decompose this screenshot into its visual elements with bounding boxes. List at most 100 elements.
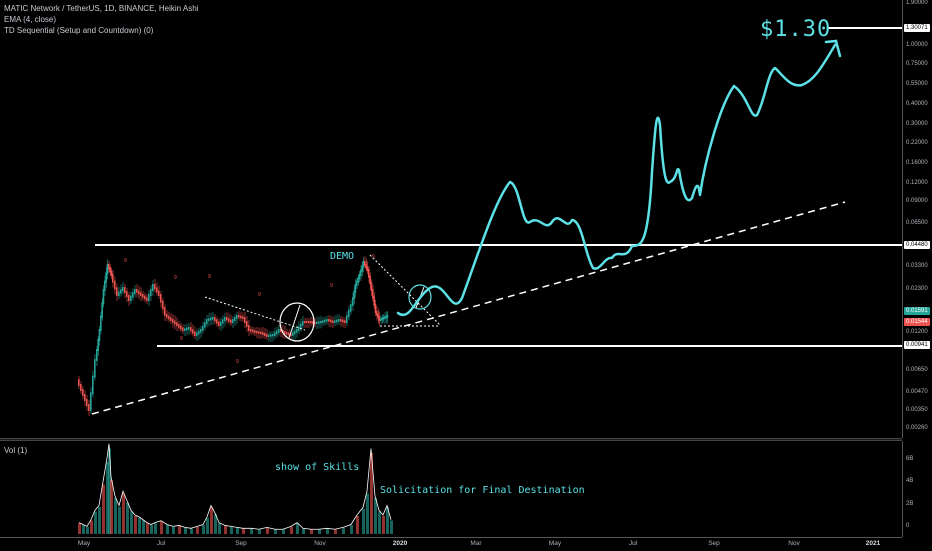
candle	[256, 331, 258, 334]
candle	[322, 320, 324, 323]
candle	[178, 324, 180, 328]
price-axis[interactable]: 1.90000 1.30071 1.00000 0.75000 0.55000 …	[902, 0, 932, 438]
volume-bar	[172, 526, 175, 534]
symbol-title[interactable]: MATIC Network / TetherUS, 1D, BINANCE, H…	[4, 4, 199, 13]
candle	[238, 315, 240, 318]
price-tick: 1.90000	[906, 0, 928, 6]
volume-bar	[296, 523, 299, 534]
volume-bar	[130, 511, 133, 534]
candle	[140, 292, 142, 296]
volume-chart[interactable]	[0, 441, 902, 537]
ema-indicator-label[interactable]: EMA (4, close)	[4, 15, 57, 24]
volume-bar	[224, 525, 227, 534]
candle	[104, 280, 106, 291]
candle	[94, 359, 96, 378]
td-marker: 9	[124, 258, 127, 264]
price-tick: 0.75000	[906, 61, 928, 67]
volume-bar	[242, 528, 245, 534]
volume-bar	[160, 521, 163, 534]
candle	[105, 272, 107, 283]
candle	[198, 330, 200, 335]
td-marker: 9	[372, 254, 375, 260]
candle	[376, 311, 378, 316]
volume-bar	[334, 529, 337, 534]
td-indicator-label[interactable]: TD Sequential (Setup and Countdown) (0)	[4, 26, 154, 35]
candle	[302, 321, 304, 326]
current-price-label-green: 0.01591	[904, 307, 930, 315]
candle	[346, 315, 348, 323]
volume-pane-title[interactable]: Vol (1)	[4, 446, 28, 455]
candle	[176, 322, 178, 326]
candle	[172, 319, 174, 323]
volume-bar	[326, 528, 329, 534]
candle	[369, 275, 371, 285]
candle	[88, 404, 90, 411]
td-sequential-markers: 9 9 9 9 9 9 9 9	[124, 254, 375, 365]
volume-tick: 4B	[906, 478, 914, 484]
volume-bar	[98, 507, 101, 534]
candle	[142, 294, 144, 298]
candle	[97, 339, 99, 351]
candle	[182, 327, 184, 331]
candle	[106, 264, 109, 275]
candle	[248, 325, 250, 331]
candle	[116, 287, 118, 296]
volume-axis[interactable]: 6B 4B 2B 0	[902, 441, 932, 537]
price-tick: 0.40000	[906, 101, 928, 107]
candle	[373, 296, 375, 306]
candle	[236, 315, 238, 319]
time-tick: Jul	[156, 540, 166, 547]
candle	[109, 267, 111, 273]
time-axis[interactable]: May Jul Sep Nov 2020 Mar May Jul Sep Nov…	[0, 537, 902, 551]
candle	[194, 331, 196, 336]
volume-bar	[274, 529, 277, 534]
candle	[86, 399, 88, 406]
candle	[240, 315, 242, 319]
candle	[214, 317, 216, 322]
candle	[152, 284, 154, 291]
td-marker: 9	[174, 275, 177, 281]
price-tick: 0.06500	[906, 220, 928, 226]
candle	[380, 318, 382, 321]
price-tick: 0.02300	[906, 286, 928, 292]
candle	[98, 329, 101, 341]
candle	[348, 309, 350, 318]
candle	[244, 317, 246, 323]
price-tick: 0.55000	[906, 81, 928, 87]
pane-separator[interactable]	[0, 438, 902, 441]
candle	[272, 334, 274, 337]
candle	[78, 379, 80, 386]
volume-bar	[250, 528, 253, 534]
volume-bar	[342, 527, 345, 534]
candle	[358, 274, 361, 280]
candle	[222, 319, 224, 324]
candle	[150, 289, 152, 296]
candle	[338, 319, 340, 322]
candle	[308, 321, 310, 323]
volume-bar	[210, 507, 213, 534]
candle	[330, 319, 332, 323]
candle	[226, 317, 228, 321]
volume-bar	[134, 516, 137, 534]
price-target-annotation: $1.30	[760, 17, 832, 42]
volume-bar	[236, 527, 239, 534]
volume-bar	[90, 520, 93, 534]
candle	[298, 326, 300, 331]
solicitation-annotation: Solicitation for Final Destination	[380, 485, 585, 496]
volume-bar	[184, 527, 187, 534]
candle	[364, 261, 366, 266]
candle	[230, 319, 232, 323]
price-chart[interactable]: 9 9 9 9 9 9 9 9	[0, 0, 902, 438]
candle	[100, 315, 102, 331]
time-tick: Mar	[470, 540, 482, 547]
volume-bar	[230, 526, 233, 534]
candle	[160, 294, 162, 303]
volume-tick: 6B	[906, 456, 914, 462]
volume-bar	[150, 525, 153, 534]
candle	[206, 319, 208, 325]
candle	[232, 319, 234, 323]
candle	[124, 287, 126, 293]
candle	[164, 307, 166, 316]
candle	[378, 316, 381, 321]
candle	[254, 330, 256, 333]
